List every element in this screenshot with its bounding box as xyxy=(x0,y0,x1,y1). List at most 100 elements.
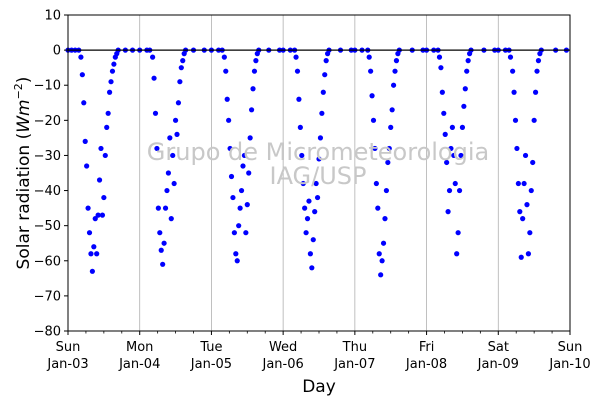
data-point xyxy=(88,251,94,257)
data-point xyxy=(164,187,170,194)
data-point xyxy=(527,230,533,236)
data-point xyxy=(300,180,306,187)
x-axis-title: Day xyxy=(302,377,336,397)
data-point xyxy=(531,117,537,123)
data-point xyxy=(442,131,448,137)
data-point xyxy=(101,194,107,201)
data-point xyxy=(303,230,309,236)
data-point xyxy=(389,107,395,113)
data-point xyxy=(111,61,117,67)
data-point xyxy=(454,251,460,257)
y-axis-title-text: Solar radiation xyxy=(14,139,34,269)
data-point xyxy=(99,212,106,218)
data-point xyxy=(160,261,166,267)
data-point xyxy=(240,163,246,169)
data-point xyxy=(518,254,524,260)
data-point xyxy=(244,202,250,208)
x-tick-day: Sun xyxy=(558,340,583,355)
data-point xyxy=(379,258,385,264)
data-point xyxy=(293,54,299,60)
data-point xyxy=(168,216,174,222)
data-point xyxy=(233,251,239,257)
data-point xyxy=(369,93,375,99)
data-point xyxy=(81,100,87,106)
data-point xyxy=(221,54,227,60)
y-tick-label: −30 xyxy=(34,149,61,164)
x-tick-date: Jan-08 xyxy=(405,357,447,372)
data-point xyxy=(439,89,445,95)
y-tick-label: −20 xyxy=(34,114,61,129)
data-point xyxy=(154,145,160,152)
data-point xyxy=(525,251,532,257)
data-point xyxy=(528,187,534,194)
data-point xyxy=(524,202,530,208)
x-tick-day: Thu xyxy=(342,340,367,355)
data-point xyxy=(515,180,521,187)
data-point xyxy=(226,117,232,123)
data-point xyxy=(510,68,516,74)
data-point xyxy=(171,180,177,187)
y-tick-label: −80 xyxy=(34,325,61,340)
data-point xyxy=(78,54,84,60)
watermark-line-1: Grupo de Micrometeorologia xyxy=(147,138,489,166)
x-tick-date: Jan-07 xyxy=(333,357,375,372)
data-point xyxy=(167,135,173,141)
data-point xyxy=(444,159,450,166)
y-tick-label: −40 xyxy=(34,184,61,199)
data-point xyxy=(520,216,526,222)
data-point xyxy=(180,58,186,64)
x-tick-date: Jan-05 xyxy=(190,357,232,372)
x-tick-day: Tue xyxy=(199,340,222,355)
x-tick-date: Jan-09 xyxy=(477,357,519,372)
data-point xyxy=(316,156,322,162)
data-point xyxy=(246,170,252,176)
x-tick-date: Jan-06 xyxy=(262,357,304,372)
data-point xyxy=(82,138,88,144)
data-point xyxy=(441,110,447,116)
data-point xyxy=(449,124,455,130)
y-axis: 10 0 −10 −20 −30 −40 −50 −60 −70 −80 xyxy=(34,9,68,340)
data-point xyxy=(105,110,111,116)
data-point xyxy=(231,230,237,236)
data-point xyxy=(366,54,372,60)
x-tick-label: Tue Jan-05 xyxy=(190,340,232,372)
x-tick-label: Wed Jan-06 xyxy=(262,340,304,372)
data-point xyxy=(312,209,318,215)
data-point xyxy=(178,65,184,71)
data-point xyxy=(392,68,398,74)
watermark-line-2: IAG/USP xyxy=(269,162,366,190)
x-tick-day: Wed xyxy=(269,340,297,355)
y-tick-label: −60 xyxy=(34,254,61,269)
data-point xyxy=(517,209,523,215)
x-tick-day: Mon xyxy=(126,340,153,355)
data-point xyxy=(85,205,91,211)
data-point xyxy=(521,180,527,187)
data-point xyxy=(530,159,536,166)
data-point xyxy=(535,58,542,64)
data-point xyxy=(393,58,400,64)
data-point xyxy=(296,96,302,102)
data-point xyxy=(299,152,305,159)
data-point xyxy=(151,75,157,81)
data-point xyxy=(390,82,397,88)
data-point xyxy=(382,216,388,222)
data-point xyxy=(376,251,382,257)
data-point xyxy=(234,258,240,264)
data-point xyxy=(250,86,256,92)
data-point xyxy=(302,205,308,211)
x-tick-day: Fri xyxy=(419,340,435,355)
data-point xyxy=(322,72,328,78)
data-point xyxy=(248,107,255,113)
data-point xyxy=(386,145,392,152)
y-axis-title-unit-exponent: −2 xyxy=(12,83,25,99)
x-tick-label: Fri Jan-08 xyxy=(405,340,447,372)
data-point xyxy=(452,180,458,187)
data-point xyxy=(532,89,539,95)
data-point xyxy=(96,177,103,183)
data-point xyxy=(84,163,90,169)
data-point xyxy=(455,230,461,236)
data-point xyxy=(91,244,97,250)
data-point xyxy=(172,117,179,123)
data-point xyxy=(165,170,171,176)
data-point xyxy=(150,54,156,60)
